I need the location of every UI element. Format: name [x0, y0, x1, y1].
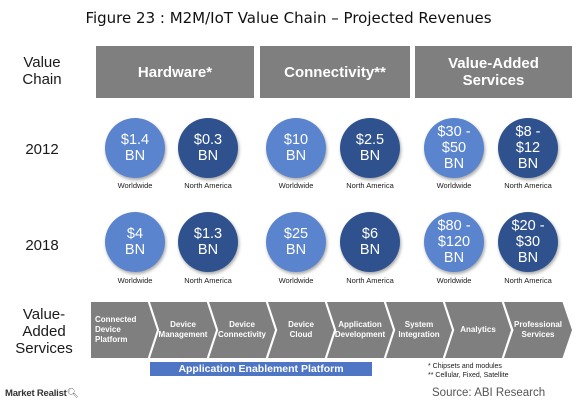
chevron-application-development: Application Development	[327, 302, 393, 358]
region-label: Worldwide	[117, 181, 153, 190]
region-label: Worldwide	[278, 276, 314, 285]
region-label: Worldwide	[436, 276, 472, 285]
application-enablement-platform-bar: Application Enablement Platform	[150, 362, 372, 376]
region-label: North America	[346, 181, 394, 190]
bubble-2018-hardware-worldwide: $4 BN	[105, 212, 165, 272]
region-label: Worldwide	[278, 181, 314, 190]
chevron-professional-services: Professional Services	[504, 302, 572, 358]
column-header-value-added-services: Value-Added Services	[415, 46, 572, 98]
row-label-value-chain: Value Chain	[22, 54, 62, 88]
bubble-2018-connectivity-north-america: $6 BN	[340, 212, 400, 272]
bubble-2018-vas-north-america: $20 - $30 BN	[498, 212, 558, 272]
bubble-2012-connectivity-north-america: $2.5 BN	[340, 118, 400, 178]
chevron-device-cloud: Device Cloud	[268, 302, 334, 358]
row-label-value-added-services: Value- Added Services	[15, 306, 73, 357]
region-label: North America	[346, 276, 394, 285]
row-label-2018: 2018	[25, 237, 59, 254]
region-label: North America	[184, 276, 232, 285]
market-realist-logo: Market Realist🔍︎	[5, 388, 79, 399]
figure-title: Figure 23 : M2M/IoT Value Chain – Projec…	[85, 9, 492, 27]
row-label-2012: 2012	[25, 141, 59, 158]
chevron-device-connectivity: Device Connectivity	[209, 302, 275, 358]
chevron-device-management: Device Management	[150, 302, 216, 358]
bubble-2012-vas-north-america: $8 - $12 BN	[498, 118, 558, 178]
footnote-connectivity: ** Cellular, Fixed, Satellite	[428, 372, 509, 379]
region-label: North America	[184, 181, 232, 190]
source-credit: Source: ABI Research	[432, 387, 546, 399]
bubble-2018-connectivity-worldwide: $25 BN	[266, 212, 326, 272]
chevron-system-integration: System Integration	[386, 302, 452, 358]
bubble-2012-vas-worldwide: $30 - $50 BN	[424, 118, 484, 178]
chevron-analytics: Analytics	[445, 302, 511, 358]
region-label: North America	[504, 276, 552, 285]
chevron-connected-device-platform: Connected Device Platform	[91, 302, 157, 358]
bubble-2018-hardware-north-america: $1.3 BN	[178, 212, 238, 272]
bubble-2012-hardware-north-america: $0.3 BN	[178, 118, 238, 178]
region-label: Worldwide	[117, 276, 153, 285]
magnifier-icon: 🔍︎	[66, 388, 79, 399]
column-header-hardware: Hardware*	[96, 46, 254, 98]
region-label: North America	[504, 181, 552, 190]
bubble-2012-hardware-worldwide: $1.4 BN	[105, 118, 165, 178]
footnote-chipsets: * Chipsets and modules	[428, 363, 502, 370]
bubble-2012-connectivity-worldwide: $10 BN	[266, 118, 326, 178]
region-label: Worldwide	[436, 181, 472, 190]
column-header-connectivity: Connectivity**	[260, 46, 410, 98]
bubble-2018-vas-worldwide: $80 - $120 BN	[424, 212, 484, 272]
